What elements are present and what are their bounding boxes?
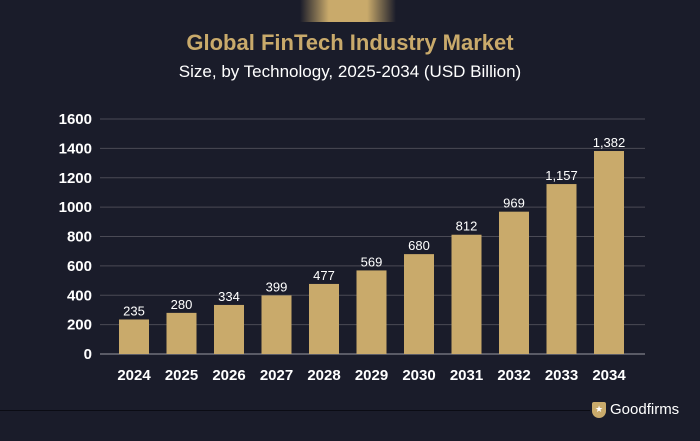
data-label: 477 [313,268,335,283]
chart-subtitle: Size, by Technology, 2025-2034 (USD Bill… [178,62,522,81]
data-label: 812 [456,219,478,234]
bar [499,211,529,354]
data-label: 399 [266,279,288,294]
x-tick-label: 2029 [355,367,388,384]
x-tick-label: 2028 [307,367,340,384]
shield-star-icon: ★ [592,401,606,418]
x-tick-label: 2033 [545,367,578,384]
data-label: 280 [171,297,193,312]
y-tick-label: 200 [67,317,92,334]
brand-name: Goodfirms [610,401,680,418]
bar [214,304,244,354]
y-tick-label: 400 [67,287,92,304]
footer-divider [0,410,590,411]
x-tick-label: 2025 [165,367,198,384]
x-tick-label: 2032 [497,367,530,384]
x-tick-label: 2027 [260,367,293,384]
decorative-glow [300,0,396,22]
bar [309,283,339,354]
brand-logo: ★ Goodfirms [592,401,679,418]
data-label: 969 [503,196,525,211]
y-tick-label: 0 [84,346,92,363]
y-tick-label: 600 [67,258,92,275]
data-label: 334 [218,289,240,304]
chart-title: Global FinTech Industry Market [186,30,514,55]
x-tick-label: 2024 [117,367,151,384]
bar [594,151,624,354]
y-tick-label: 1400 [59,140,92,157]
bar [356,270,387,354]
y-tick-label: 1200 [59,170,92,187]
x-tick-label: 2026 [212,367,245,384]
x-tick-label: 2031 [450,367,483,384]
bar [451,234,482,354]
bar [546,184,577,354]
data-label: 235 [123,303,145,318]
x-tick-label: 2030 [402,367,435,384]
y-tick-label: 1600 [59,111,92,128]
bar [166,312,197,354]
bar [404,254,434,354]
data-label: 680 [408,238,430,253]
y-tick-label: 1000 [59,199,92,216]
bar [119,319,149,354]
x-tick-label: 2034 [592,367,626,384]
data-label: 569 [361,254,383,269]
data-label: 1,157 [545,168,578,183]
y-tick-label: 800 [67,229,92,246]
bar [261,295,292,354]
data-label: 1,382 [593,135,626,150]
